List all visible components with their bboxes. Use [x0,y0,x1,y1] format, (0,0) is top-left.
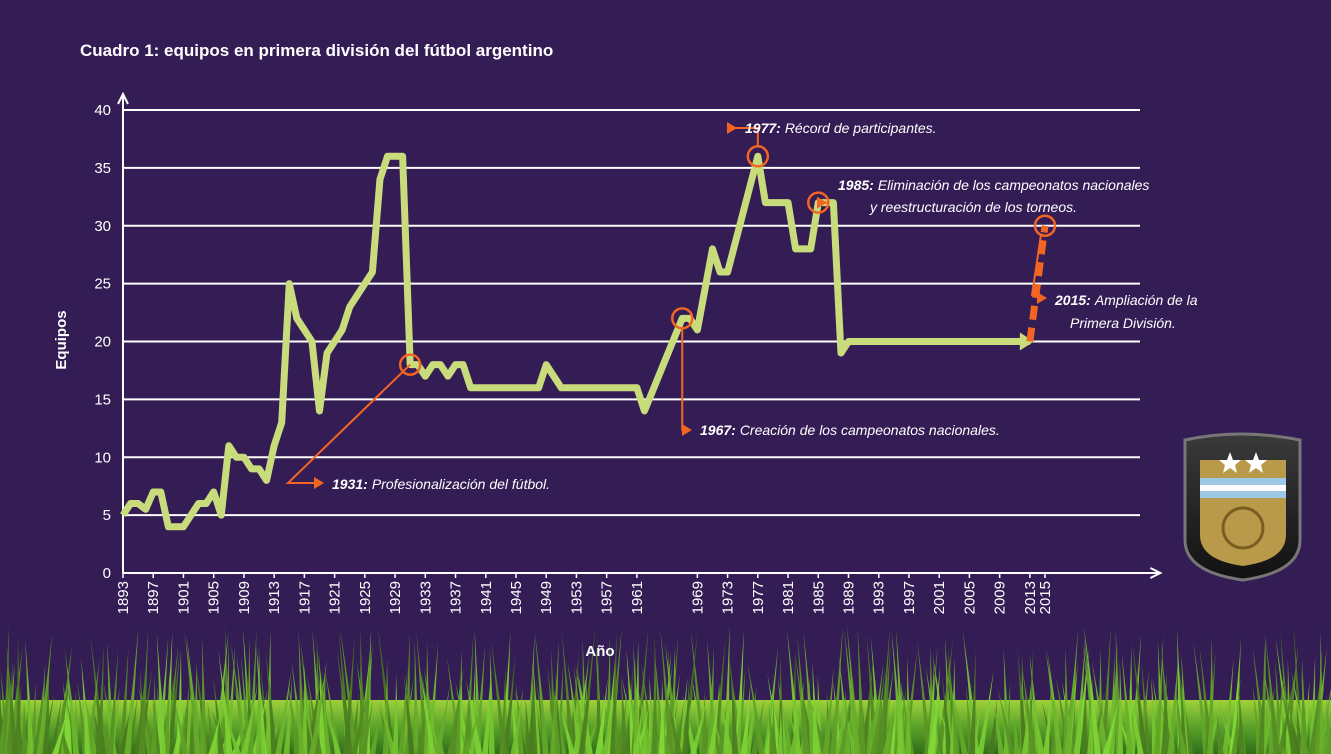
chart: Cuadro 1: equipos en primera división de… [0,0,1331,754]
x-tick-label: 1905 [206,581,223,614]
x-tick-label: 1985 [810,581,827,614]
x-tick-label: 1933 [417,581,434,614]
annotation-text: y reestructuración de los torneos. [869,199,1077,215]
annotation-text: 1931:Profesionalización del fútbol. [332,476,550,492]
x-tick-label: 1997 [901,581,918,614]
annotation-line: Récord de participantes. [785,120,937,136]
x-tick-label: 1937 [448,581,465,614]
x-tick-label: 1901 [175,581,192,614]
background [0,0,1331,754]
y-axis-label: Equipos [53,310,70,369]
x-tick-label: 1961 [629,581,646,614]
y-tick-label: 30 [94,218,111,235]
x-tick-label: 1909 [236,581,253,614]
x-tick-label: 1917 [296,581,313,614]
page: {"chart_data": {"type": "line", "title":… [0,0,1331,754]
annotation-text: 1985:Eliminación de los campeonatos naci… [838,177,1149,193]
x-tick-label: 1893 [115,581,132,614]
y-tick-label: 20 [94,334,111,351]
x-tick-label: 2015 [1037,581,1054,614]
annotation-line: Creación de los campeonatos nacionales. [740,422,1000,438]
annotation-line: Ampliación de la [1094,292,1198,308]
x-tick-label: 1953 [568,581,585,614]
annotation-year: 1985: [838,177,874,193]
x-tick-label: 1957 [599,581,616,614]
x-tick-label: 1941 [478,581,495,614]
annotation-text: Primera División. [1070,315,1176,331]
x-tick-label: 2009 [992,581,1009,614]
x-tick-label: 1981 [780,581,797,614]
x-tick-label: 1989 [841,581,858,614]
x-tick-label: 1949 [538,581,555,614]
x-tick-label: 1925 [357,581,374,614]
x-tick-label: 1929 [387,581,404,614]
annotation-line: Eliminación de los campeonatos nacionale… [878,177,1150,193]
x-tick-label: 1973 [720,581,737,614]
y-tick-label: 10 [94,449,111,466]
annotation-year: 1931: [332,476,368,492]
x-tick-label: 1913 [266,581,283,614]
y-tick-label: 35 [94,160,111,177]
annotation-year: 1967: [700,422,736,438]
x-tick-label: 1993 [871,581,888,614]
x-tick-label: 2001 [931,581,948,614]
annotation-text: 2015:Ampliación de la [1054,292,1198,308]
chart-title: Cuadro 1: equipos en primera división de… [80,41,553,60]
annotation-text: 1977:Récord de participantes. [745,120,937,136]
annotation-line: Profesionalización del fútbol. [372,476,550,492]
x-tick-label: 1945 [508,581,525,614]
logo [1185,434,1300,580]
annotation-text: 1967:Creación de los campeonatos naciona… [700,422,1000,438]
x-tick-label: 1921 [327,581,344,614]
x-tick-label: 1897 [145,581,162,614]
x-tick-label: 1969 [689,581,706,614]
y-tick-label: 5 [103,507,111,524]
x-tick-label: 2005 [961,581,978,614]
y-tick-label: 40 [94,102,111,119]
annotation-year: 1977: [745,120,781,136]
annotation-year: 2015: [1054,292,1091,308]
y-tick-label: 0 [103,565,111,582]
y-tick-label: 25 [94,276,111,293]
x-axis-label: Año [585,643,614,660]
y-tick-label: 15 [94,391,111,408]
x-tick-label: 1977 [750,581,767,614]
